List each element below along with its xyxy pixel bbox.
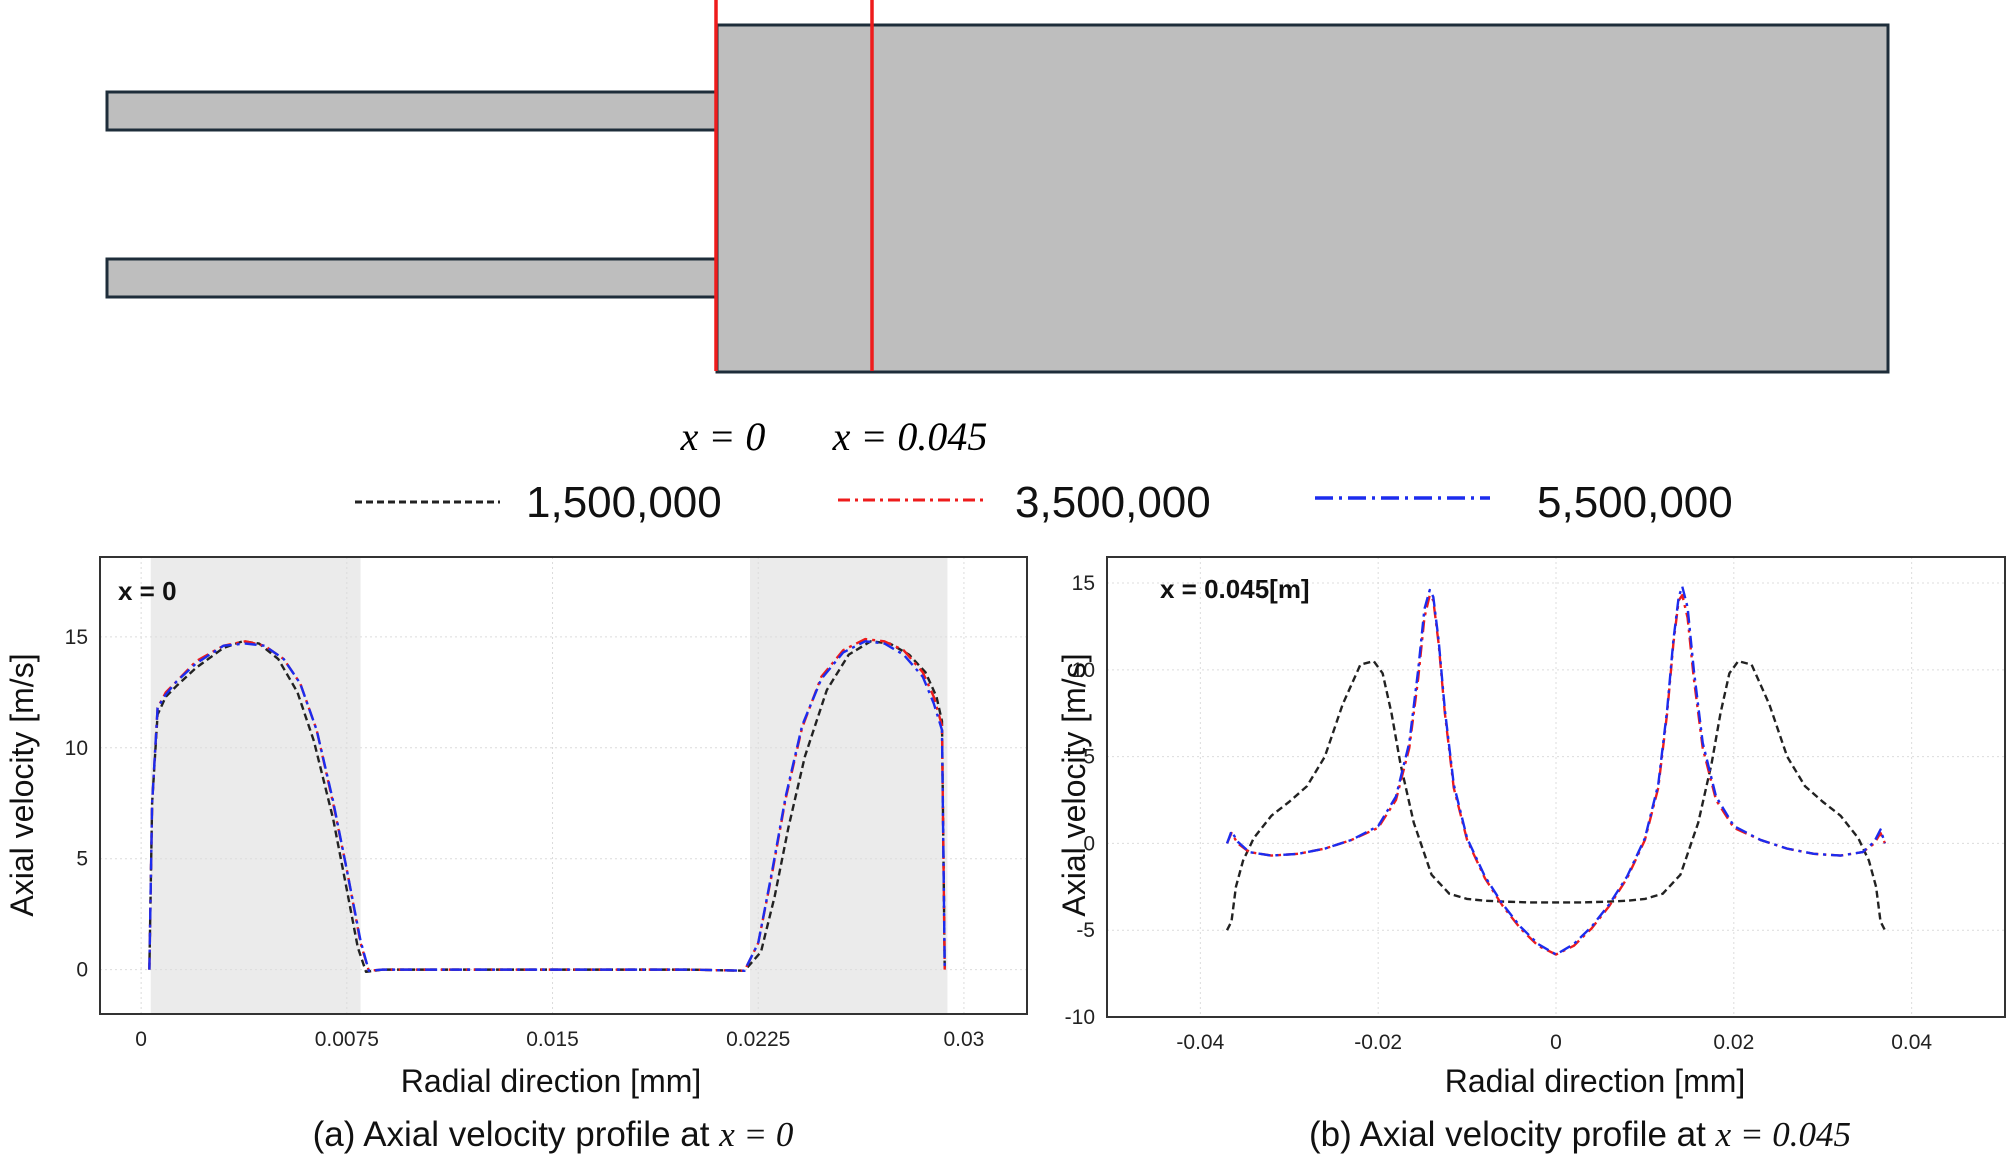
chart-a-frame: [99, 556, 1028, 1015]
series-line-5500000: [148, 640, 946, 972]
series-line-1500000: [148, 640, 946, 974]
chart-b-ylabel: Axial velocity [m/s]: [1056, 653, 1092, 916]
series-line-5500000: [1225, 585, 1887, 956]
chart-a: 0 0.0075 0.015 0.0225 0.03 0 5 10 15 x = 0 Radia…: [4, 556, 1028, 1154]
chart-a-tick-labels: 0 0.0075 0.015 0.0225 0.03 0 5 10 15: [65, 626, 985, 1051]
chart-b: -0.04 -0.02 0 0.02 0.04 -10 -5 0 5 10 15 x = 0.045…: [1056, 556, 2006, 1154]
legend: 1,500,000 3,500,000 5,500,000: [355, 478, 1733, 527]
series-line-1500000: [1225, 659, 1887, 931]
geometry-diagram: x = 0 x = 0.045: [105, 0, 1890, 459]
lower-inlet-pipe: [105, 257, 719, 299]
chart-a-ylabel: Axial velocity [m/s]: [4, 653, 40, 916]
y-tick-label: 0: [1083, 832, 1095, 855]
y-tick-label: 15: [65, 626, 88, 649]
chart-a-xlabel: Radial direction [mm]: [401, 1063, 702, 1099]
legend-label-5500000: 5,500,000: [1537, 478, 1733, 527]
x-tick-label: 0.02: [1713, 1031, 1754, 1054]
y-tick-label: -10: [1065, 1006, 1095, 1029]
y-tick-label: 15: [1072, 572, 1095, 595]
chart-b-gridlines: [1107, 557, 2005, 1018]
x-tick-label: -0.02: [1354, 1031, 1402, 1054]
series-line-3500000: [1225, 593, 1887, 956]
label-x0: x = 0: [680, 414, 766, 459]
shaded-region-1: [749, 557, 948, 1014]
chart-a-series: [148, 637, 946, 974]
chart-a-inset-label: x = 0: [118, 576, 177, 606]
legend-label-1500000: 1,500,000: [526, 478, 722, 527]
chart-a-shaded-regions: [150, 557, 948, 1014]
x-tick-label: 0.0075: [315, 1028, 379, 1051]
main-chamber: [715, 23, 1890, 374]
x-tick-label: 0.0225: [726, 1028, 790, 1051]
y-tick-label: 10: [1072, 659, 1095, 682]
chart-b-series: [1225, 585, 1887, 956]
y-tick-label: 5: [76, 848, 88, 871]
chart-b-tick-labels: -0.04 -0.02 0 0.02 0.04 -10 -5 0 5 10 15: [1065, 572, 1933, 1054]
x-tick-label: 0: [1550, 1031, 1562, 1054]
x-tick-label: -0.04: [1176, 1031, 1224, 1054]
chart-b-frame: [1106, 556, 2006, 1018]
upper-inlet-pipe: [105, 90, 719, 132]
y-tick-label: -5: [1076, 919, 1095, 942]
x-tick-label: 0.04: [1891, 1031, 1932, 1054]
chart-b-inset-label: x = 0.045[m]: [1160, 574, 1310, 604]
x-tick-label: 0.03: [943, 1028, 984, 1051]
y-tick-label: 5: [1083, 746, 1095, 769]
label-x045: x = 0.045: [832, 414, 988, 459]
shaded-region-0: [150, 557, 361, 1014]
chart-b-caption: (b) Axial velocity profile at x = 0.045: [1309, 1115, 1851, 1154]
y-tick-label: 10: [65, 737, 88, 760]
chart-a-caption: (a) Axial velocity profile at x = 0: [313, 1115, 794, 1154]
y-tick-label: 0: [76, 959, 88, 982]
legend-label-3500000: 3,500,000: [1015, 478, 1211, 527]
chart-b-xlabel: Radial direction [mm]: [1445, 1063, 1746, 1099]
x-tick-label: 0: [135, 1028, 147, 1051]
x-tick-label: 0.015: [526, 1028, 579, 1051]
